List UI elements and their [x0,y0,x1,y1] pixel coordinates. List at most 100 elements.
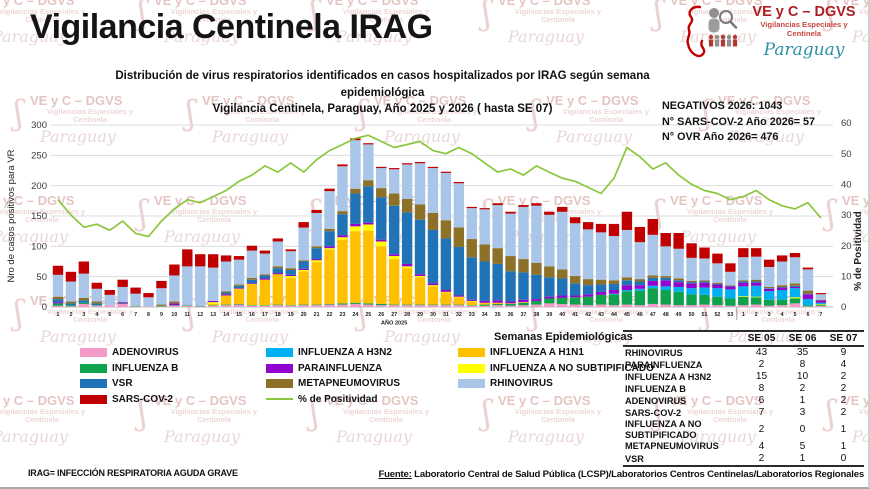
bar-2025-w28-influenza_a_no_subtipificado [401,266,413,269]
bar-2025-w38-parainfluenza [531,299,542,301]
bar-2025-w35-sars_cov_2 [492,203,503,206]
table-cell-value: 1 [840,440,847,452]
axis-label: 28 [404,312,410,318]
bar-2025-w17-rhinovirus [259,253,271,275]
paraguay-outline-icon [686,5,706,58]
axis-label: 44 [611,312,617,318]
bar-2025-w36-influenza_a_h1n1 [505,303,516,304]
bar-2025-w21-metapneumovirus [311,246,322,249]
bar-2026-w5-adenovirus [789,303,801,307]
table-header-se-06: SE 06 [782,331,823,347]
bar-2025-w29-metapneumovirus [414,204,426,220]
bar-2025-w21-rhinovirus [311,212,322,247]
legend-item: SARS-COV-2 [80,392,179,408]
bar-2025-w53-influenza_b [725,298,736,306]
bar-2025-w43-metapneumovirus [595,279,607,285]
bar-2025-w34-adenovirus [479,305,490,307]
bar-2026-w3-influenza_b [763,299,775,306]
bar-2025-w53-sars_cov_2 [725,263,736,272]
bar-2025-w23-influenza_a_no_subtipificado [337,237,348,240]
bar-2025-w24-vsr [350,193,361,224]
axis-label: 6 [121,312,124,318]
bar-2025-w35-influenza_a_h1n1 [492,302,503,304]
bar-2026-w6-metapneumovirus [802,290,814,294]
bar-2025-w36-metapneumovirus [505,256,516,272]
bar-2026-w3-sars_cov_2 [763,259,775,267]
axis-label: 14 [223,312,229,318]
positivity-line [57,134,822,238]
bar-2025-w15-influenza_b [233,303,245,305]
bar-2025-w49-influenza_b [673,291,684,306]
bar-2025-w37-influenza_a_h1n1 [518,302,529,303]
axis-label: 22 [327,312,333,318]
bar-2025-w45-influenza_a_h3n2 [621,290,633,292]
bar-2026-w1-influenza_a_h3n2 [738,286,749,297]
table-row: RHINOVIRUS 43 35 9 [623,346,864,359]
table-cell-value: 4 [840,359,847,371]
bar-2025-w16-sars_cov_2 [246,245,258,251]
bar-2025-w33-influenza_a_h1n1 [466,301,477,306]
bar-2025-w53-influenza_a_h3n2 [725,289,736,299]
bar-2025-w37-influenza_b [518,302,529,306]
legend-label: ADENOVIRUS [112,347,179,359]
bar-2025-w12-influenza_b [195,305,206,307]
bar-2025-w17-vsr [259,275,271,279]
bar-2025-w37-metapneumovirus [518,259,529,273]
bar-2025-w22-vsr [324,231,335,247]
bar-2026-w6-influenza_a_h3n2 [802,299,814,306]
bar-2025-w30-influenza_b [427,304,439,306]
bar-2026-w5-parainfluenza [789,286,801,289]
legend-label: % de Positividad [298,393,378,405]
axis-label: 50 [689,312,695,318]
bar-2025-w28-influenza_a_h1n1 [401,268,413,305]
bar-2025-w51-adenovirus [699,304,710,307]
bar-2025-w15-influenza_a_h1n1 [233,288,245,304]
bar-2025-w40-sars_cov_2 [557,206,568,212]
legend-label: VSR [112,378,133,390]
legend-swatch-icon [266,398,293,401]
bar-2025-w30-parainfluenza [427,283,439,286]
bar-2025-w26-sars_cov_2 [376,166,387,169]
bar-2026-w4-parainfluenza [776,287,788,291]
bar-2025-w25-adenovirus [363,304,374,307]
table-cell-virus-name: METAPNEUMOVIRUS [625,441,719,452]
legend-swatch-icon [458,348,485,358]
bar-2026-w5-metapneumovirus [789,283,801,286]
bar-2025-w4-influenza_b [91,305,102,306]
bar-2025-w44-adenovirus [608,305,620,307]
bar-2026-w2-parainfluenza [751,282,762,286]
bar-2025-w46-parainfluenza [634,285,646,289]
bar-2025-w36-vsr [505,271,516,302]
bar-2025-w24-influenza_a_h1n1 [350,231,361,303]
table-cell-value: 2 [840,383,847,395]
bar-2026-w4-rhinovirus [776,261,788,286]
logo-country-script: Paraguay [763,40,845,61]
bar-2025-w49-metapneumovirus [673,278,684,281]
axis-label: 100 [31,242,47,253]
axis-label: 46 [637,312,643,318]
bar-2025-w45-parainfluenza [621,285,633,291]
bar-2025-w45-sars_cov_2 [621,211,633,230]
table-cell-virus-name: RHINOVIRUS [625,347,683,358]
bar-2025-w28-metapneumovirus [401,199,413,213]
table-row: SARS-COV-2 7 3 2 [623,407,864,419]
bar-2025-w2-adenovirus [65,306,77,307]
bar-2026-w7-parainfluenza [815,300,827,303]
bar-2025-w26-adenovirus [376,305,387,307]
bar-2025-w9-sars_cov_2 [156,280,167,289]
axis-label: 21 [314,312,320,318]
bar-2025-w49-adenovirus [673,305,684,307]
axis-label: 300 [31,120,47,131]
bar-2025-w13-influenza_a_h1n1 [207,303,219,306]
bar-2025-w44-sars_cov_2 [608,223,620,237]
bar-2025-w26-influenza_a_no_subtipificado [376,241,387,247]
subtitle-line-1: Distribución de virus respiratorios iden… [115,70,650,99]
bar-2025-w22-influenza_a_no_subtipificado [324,248,335,250]
bar-2026-w3-parainfluenza [763,288,775,292]
bar-2025-w41-influenza_b [570,297,581,305]
bar-2025-w38-adenovirus [531,304,542,307]
bar-2025-w22-influenza_a_h1n1 [324,249,335,304]
axis-label: 37 [521,312,527,318]
bar-2025-w17-influenza_b [259,305,271,306]
bar-2025-w24-rhinovirus [350,140,361,189]
